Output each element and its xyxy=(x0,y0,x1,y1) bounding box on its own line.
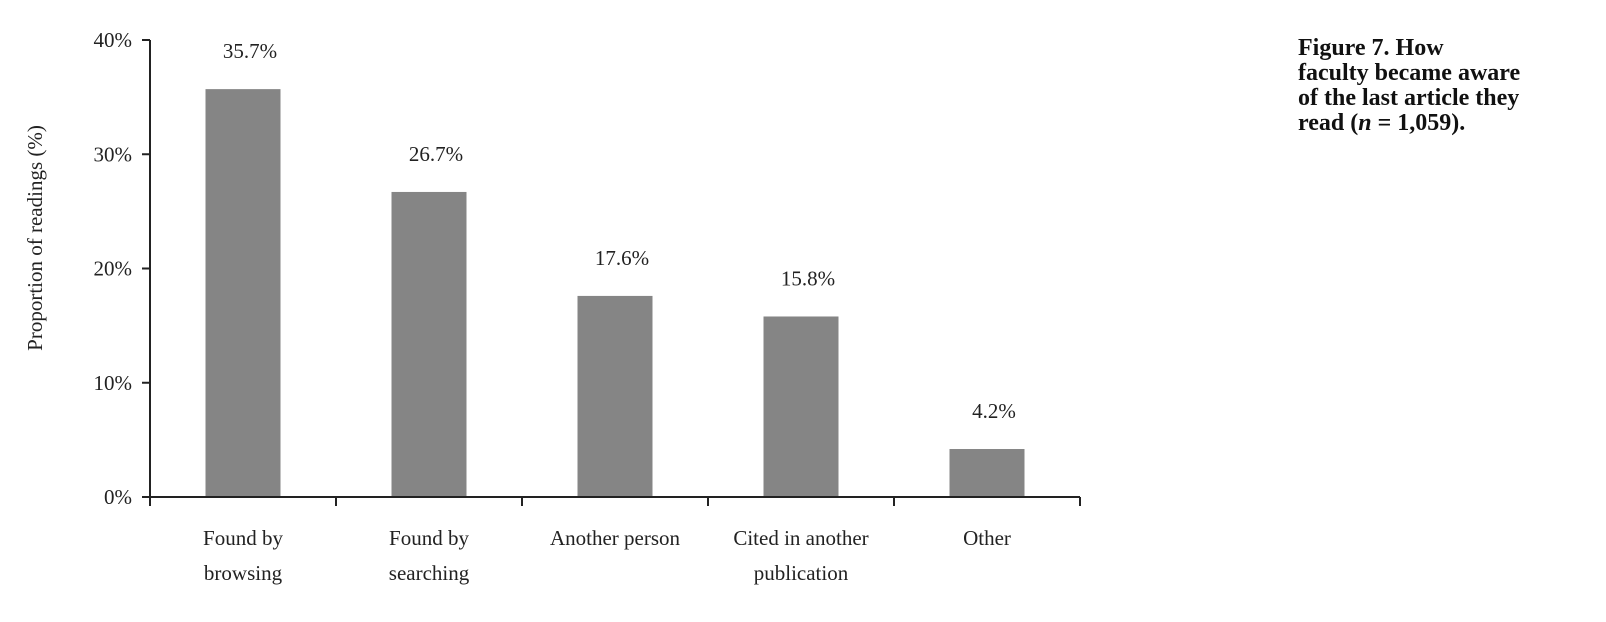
caption-text: read ( xyxy=(1298,110,1359,136)
bar xyxy=(205,89,281,497)
caption-n-symbol: n xyxy=(1358,110,1372,136)
y-tick-label: 20% xyxy=(94,257,133,281)
y-tick-label: 40% xyxy=(94,28,133,52)
bar xyxy=(949,449,1025,497)
caption-line: of the last article they xyxy=(1298,85,1520,111)
y-tick-label: 0% xyxy=(104,485,132,509)
category-label: Cited in another xyxy=(733,526,868,550)
bar xyxy=(577,295,653,497)
data-label: 26.7% xyxy=(409,142,463,166)
data-label: 17.6% xyxy=(595,246,649,270)
category-label: Found by xyxy=(203,526,283,550)
y-tick-label: 10% xyxy=(94,371,133,395)
data-label: 35.7% xyxy=(223,39,277,63)
caption-line: Figure 7. How xyxy=(1298,35,1444,61)
bar xyxy=(391,191,467,497)
data-label: 15.8% xyxy=(781,266,835,290)
y-axis-title: Proportion of readings (%) xyxy=(23,125,47,351)
category-label: Other xyxy=(963,526,1011,550)
y-tick-label: 30% xyxy=(94,142,133,166)
figure-caption: Figure 7. How faculty became aware of th… xyxy=(1298,36,1598,136)
category-label: searching xyxy=(389,561,470,585)
category-label: Found by xyxy=(389,526,469,550)
data-label: 4.2% xyxy=(972,399,1016,423)
category-label: Another person xyxy=(550,526,681,550)
caption-text: = 1,059). xyxy=(1371,110,1466,136)
caption-line: read (n = 1,059). xyxy=(1298,111,1598,136)
category-label: browsing xyxy=(204,561,283,585)
caption-line: faculty became aware xyxy=(1298,60,1521,86)
bar-chart: Proportion of readings (%) 35.7% 26.7% 17.… xyxy=(23,28,1081,585)
bar xyxy=(763,316,839,497)
category-label: publication xyxy=(754,561,849,585)
